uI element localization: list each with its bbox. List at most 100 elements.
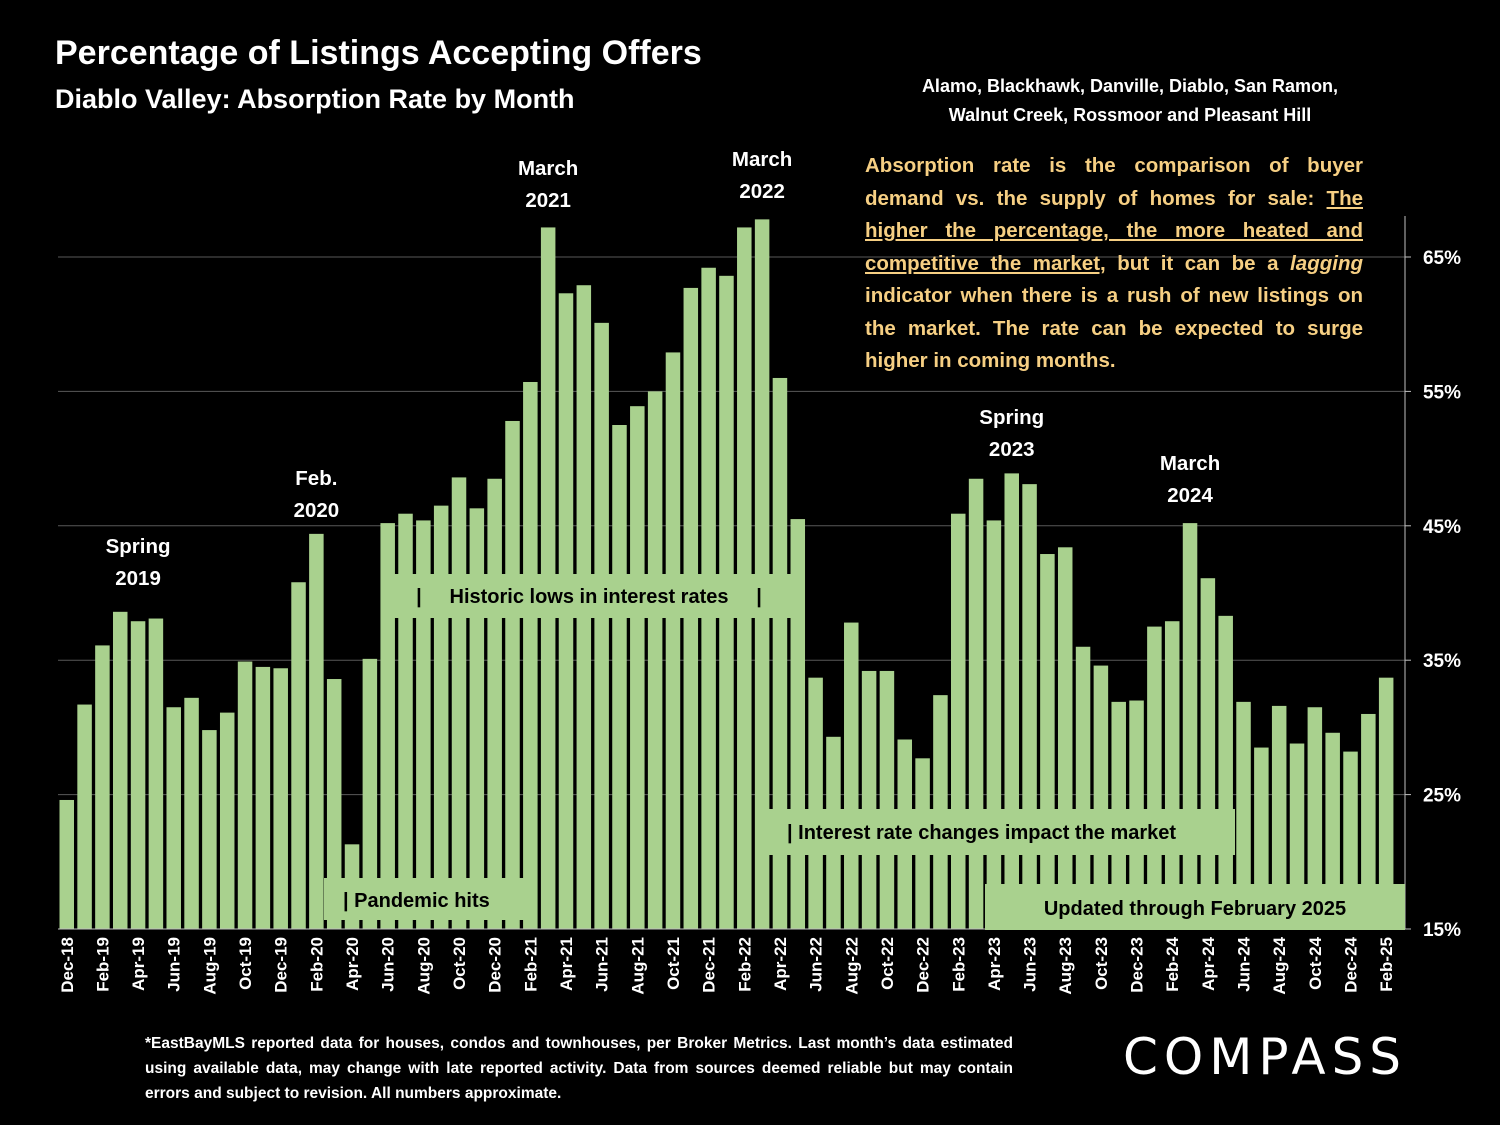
callout-boxes: | Historic lows in interest rates | | Pan… — [324, 574, 1405, 930]
chart-subtitle: Diablo Valley: Absorption Rate by Month — [55, 84, 575, 114]
bar-Aug-21 — [630, 406, 645, 930]
region-list: Alamo, Blackhawk, Danville, Diablo, San … — [860, 72, 1400, 130]
bar-Oct-24 — [1307, 707, 1323, 929]
bar-Mar-19 — [112, 611, 128, 929]
bar-Jan-19 — [77, 704, 92, 929]
callout-box — [765, 809, 1235, 855]
bar-Oct-20 — [451, 477, 467, 929]
callout-text: | Pandemic hits — [343, 890, 490, 912]
annotation-line-2: 2020 — [294, 499, 340, 522]
x-tick-label: Jun-21 — [593, 937, 612, 992]
x-tick-label: Feb-20 — [307, 937, 326, 992]
bar-Jun-19 — [166, 707, 181, 929]
annotation-line-1: March — [732, 148, 792, 171]
annotation-line-2: 2019 — [115, 567, 161, 590]
bar-Jun-20 — [380, 523, 395, 929]
region-line-2: Walnut Creek, Rossmoor and Pleasant Hill — [948, 105, 1312, 125]
bar-Apr-23 — [986, 520, 1002, 929]
x-tick-label: Dec-22 — [914, 937, 933, 993]
bar-May-24 — [1218, 615, 1233, 929]
bar-Aug-23 — [1057, 547, 1073, 929]
bar-Sep-24 — [1289, 743, 1305, 929]
bar-Jan-20 — [291, 582, 306, 929]
bar-May-23 — [1004, 473, 1019, 929]
x-tick-label: Apr-23 — [985, 937, 1004, 991]
bar-Jan-25 — [1361, 713, 1376, 929]
x-tick-label: Apr-20 — [343, 937, 362, 991]
chart-title: Percentage of Listings Accepting Offers — [55, 34, 702, 72]
x-tick-label: Jun-23 — [1021, 937, 1040, 992]
bar-Aug-24 — [1271, 705, 1287, 929]
explanation-italic: lagging — [1290, 251, 1363, 275]
x-axis-ticks: Dec-18 Feb-19 Apr-19 Jun-19 Aug-19 Oct-19 Dec-… — [58, 936, 1396, 994]
y-tick-label: 25% — [1423, 786, 1461, 807]
x-tick-label: Aug-21 — [628, 937, 647, 995]
x-tick-label: Jun-19 — [165, 937, 184, 992]
bar-Feb-24 — [1164, 621, 1180, 929]
annotation-line-2: 2022 — [739, 180, 785, 203]
y-tick-label: 55% — [1423, 382, 1461, 403]
bar-Aug-19 — [202, 730, 217, 929]
bar-Nov-24 — [1325, 732, 1340, 929]
x-tick-label: Aug-19 — [200, 937, 219, 995]
bar-Aug-20 — [416, 520, 431, 929]
bar-Sep-19 — [219, 712, 235, 929]
y-axis-ticks: 15% 25% 35% 45% 55% 65% — [58, 216, 1461, 941]
bar-Jul-24 — [1254, 747, 1269, 929]
bar-Apr-24 — [1200, 578, 1216, 929]
bar-May-20 — [362, 658, 378, 929]
bar-Feb-21 — [523, 381, 538, 929]
x-tick-label: Feb-23 — [949, 937, 968, 992]
x-tick-label: Aug-22 — [842, 937, 861, 995]
bar-Jul-19 — [184, 697, 199, 929]
x-tick-label: Oct-23 — [1092, 937, 1111, 990]
annotation-line-1: March — [518, 157, 578, 180]
x-tick-label: Oct-21 — [664, 937, 683, 990]
x-tick-label: Dec-24 — [1342, 936, 1361, 992]
bar-Jul-23 — [1040, 554, 1055, 929]
annotation-line-1: Spring — [979, 406, 1044, 429]
callout-text: | Historic lows in interest rates | — [416, 586, 762, 608]
y-tick-label: 35% — [1423, 651, 1461, 672]
bar-Apr-22 — [772, 377, 788, 930]
bar-Sep-21 — [647, 391, 663, 929]
x-tick-label: Dec-18 — [58, 937, 77, 993]
x-tick-label: Dec-23 — [1128, 937, 1147, 993]
explanation-part-3: but it can be a — [1105, 251, 1291, 275]
annotation-line-2: 2024 — [1167, 484, 1213, 507]
x-tick-label: Feb-22 — [735, 937, 754, 992]
x-tick-label: Feb-19 — [93, 937, 112, 992]
x-tick-label: Dec-21 — [700, 937, 719, 993]
x-tick-label: Apr-19 — [129, 937, 148, 991]
bar-Jan-24 — [1147, 626, 1162, 929]
bar-Dec-18 — [59, 799, 74, 929]
bar-Feb-23 — [951, 513, 966, 929]
x-tick-label: Oct-24 — [1306, 936, 1325, 989]
callout-box — [985, 884, 1405, 930]
annotation-line-1: Spring — [106, 535, 171, 558]
annotation-line-1: Feb. — [295, 467, 337, 490]
explanation-part-5: indicator when there is a rush of new li… — [865, 284, 1363, 372]
x-tick-label: Jun-22 — [807, 937, 826, 992]
region-line-1: Alamo, Blackhawk, Danville, Diablo, San … — [921, 76, 1339, 96]
bar-Jan-21 — [505, 420, 520, 929]
bar-Jul-21 — [612, 425, 627, 929]
annotation-line-2: 2023 — [989, 438, 1035, 461]
bar-Feb-20 — [309, 533, 324, 929]
absorption-explanation: Absorption rate is the comparison of buy… — [865, 150, 1363, 378]
x-tick-label: Aug-20 — [414, 937, 433, 995]
bar-Feb-19 — [95, 645, 110, 929]
x-tick-label: Apr-24 — [1199, 936, 1218, 990]
callout-text: Updated through February 2025 — [1044, 898, 1346, 920]
bar-Feb-25 — [1378, 677, 1394, 929]
y-tick-label: 45% — [1423, 517, 1461, 538]
x-tick-label: Apr-22 — [771, 937, 790, 991]
bar-Oct-22 — [879, 670, 895, 929]
x-tick-label: Oct-19 — [236, 937, 255, 990]
bar-Oct-21 — [665, 352, 681, 929]
annotation-line-1: March — [1160, 452, 1220, 475]
x-tick-label: Feb-25 — [1377, 937, 1396, 992]
bar-Jun-22 — [808, 677, 823, 929]
bar-Jun-21 — [594, 322, 609, 930]
compass-logo: COMPASS — [1123, 1028, 1408, 1086]
